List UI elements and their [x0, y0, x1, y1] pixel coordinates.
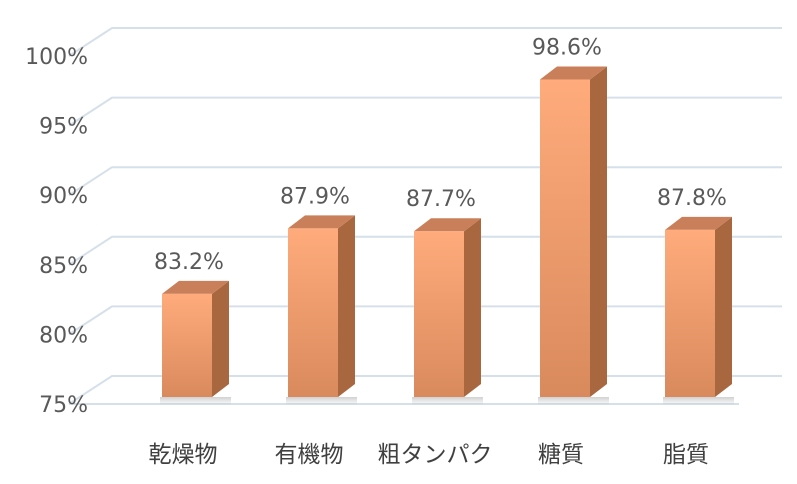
category-label: 有機物 — [275, 442, 344, 468]
x-axis-categories: 乾燥物 有機物 粗タンパク 糖質 脂質 — [149, 442, 710, 468]
bar-shadow — [663, 397, 734, 405]
bar — [540, 79, 590, 397]
data-label: 98.6% — [532, 35, 602, 60]
category-label: 糖質 — [538, 442, 584, 468]
bars — [160, 66, 734, 405]
data-label: 87.8% — [657, 186, 727, 211]
data-label: 87.7% — [406, 187, 476, 212]
category-label: 乾燥物 — [149, 442, 218, 468]
bar — [665, 229, 715, 397]
gridline — [68, 96, 782, 127]
bar-side — [464, 218, 481, 397]
bar — [288, 228, 338, 397]
category-label: 粗タンパク — [378, 442, 493, 468]
bar-shadow — [160, 397, 231, 405]
bar-side — [715, 216, 732, 397]
y-tick-label: 90% — [39, 184, 88, 209]
bar-side — [338, 215, 355, 397]
bar-side — [590, 66, 607, 397]
y-tick-label: 80% — [39, 323, 88, 348]
bar-top — [288, 215, 355, 229]
bar-top — [540, 66, 607, 80]
category-label: 脂質 — [663, 442, 709, 468]
bar-side — [212, 280, 229, 397]
y-tick-label: 100% — [25, 45, 88, 70]
bar-shadow — [286, 397, 357, 405]
bar-shadow — [412, 397, 483, 405]
bar — [414, 231, 464, 397]
data-labels: 83.2% 87.9% 87.7% 98.6% 87.8% — [154, 35, 727, 274]
y-tick-label: 85% — [39, 254, 88, 279]
gridline — [68, 27, 782, 57]
bar — [162, 293, 212, 397]
bar-shadow — [538, 397, 609, 405]
data-label: 83.2% — [154, 250, 224, 275]
data-label: 87.9% — [280, 184, 350, 209]
y-axis-ticks: 75% 80% 85% 90% 95% 100% — [25, 45, 88, 418]
y-tick-label: 75% — [39, 393, 88, 418]
bar-top — [665, 216, 732, 230]
y-tick-label: 95% — [39, 115, 88, 140]
bar-top — [414, 218, 481, 232]
bar-top — [162, 280, 229, 294]
